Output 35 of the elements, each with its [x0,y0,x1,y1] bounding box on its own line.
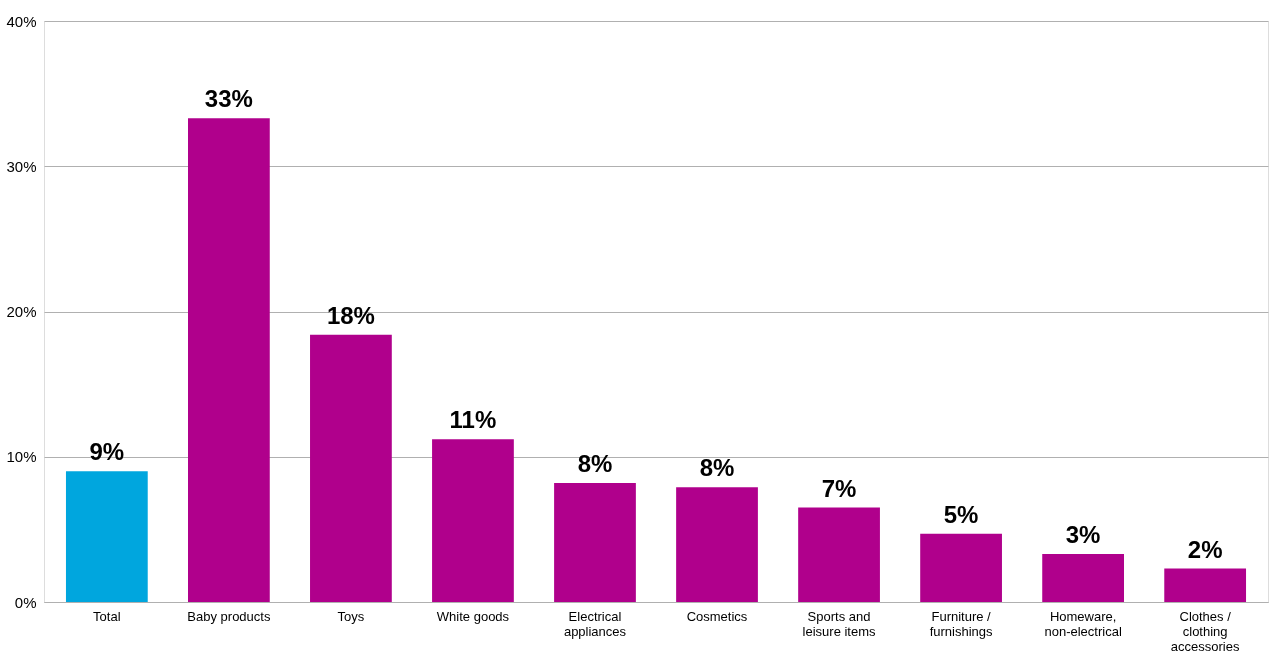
y-tick-label: 0% [14,593,37,611]
bar [676,487,758,602]
data-label: 9% [89,438,125,466]
bar [188,118,270,602]
x-tick-label: Clothes / clothing accessories [1170,608,1240,654]
x-tick-label: Toys [337,608,365,624]
x-tick-label: Furniture / furnishings [929,608,994,639]
bar [65,471,148,602]
x-tick-label: Homeware, non-electrical [1044,608,1122,639]
bar [798,507,880,602]
x-tick-label: White goods [436,608,510,624]
bar [1164,568,1247,602]
data-label: 2% [1187,535,1223,563]
data-label: 8% [699,454,735,482]
bar [1042,554,1124,602]
bar [310,334,392,602]
data-label: 33% [204,85,253,113]
x-tick-label: Sports and leisure items [802,608,877,639]
bar [432,439,514,602]
x-tick-label: Electrical appliances [563,608,627,639]
data-label: 11% [449,406,497,434]
x-tick-label: Baby products [187,608,271,624]
bar [554,482,636,602]
y-tick-label: 40% [6,12,37,30]
bar [920,533,1002,602]
data-label: 7% [821,474,857,502]
y-tick-label: 20% [6,303,37,320]
x-tick-label: Total [93,608,121,624]
data-label: 18% [326,301,375,329]
data-label: 5% [943,500,979,528]
data-label: 8% [577,449,613,477]
x-tick-label: Cosmetics [686,608,748,624]
y-tick-label: 10% [6,448,37,466]
y-tick-label: 30% [6,157,37,175]
data-label: 3% [1065,521,1101,549]
